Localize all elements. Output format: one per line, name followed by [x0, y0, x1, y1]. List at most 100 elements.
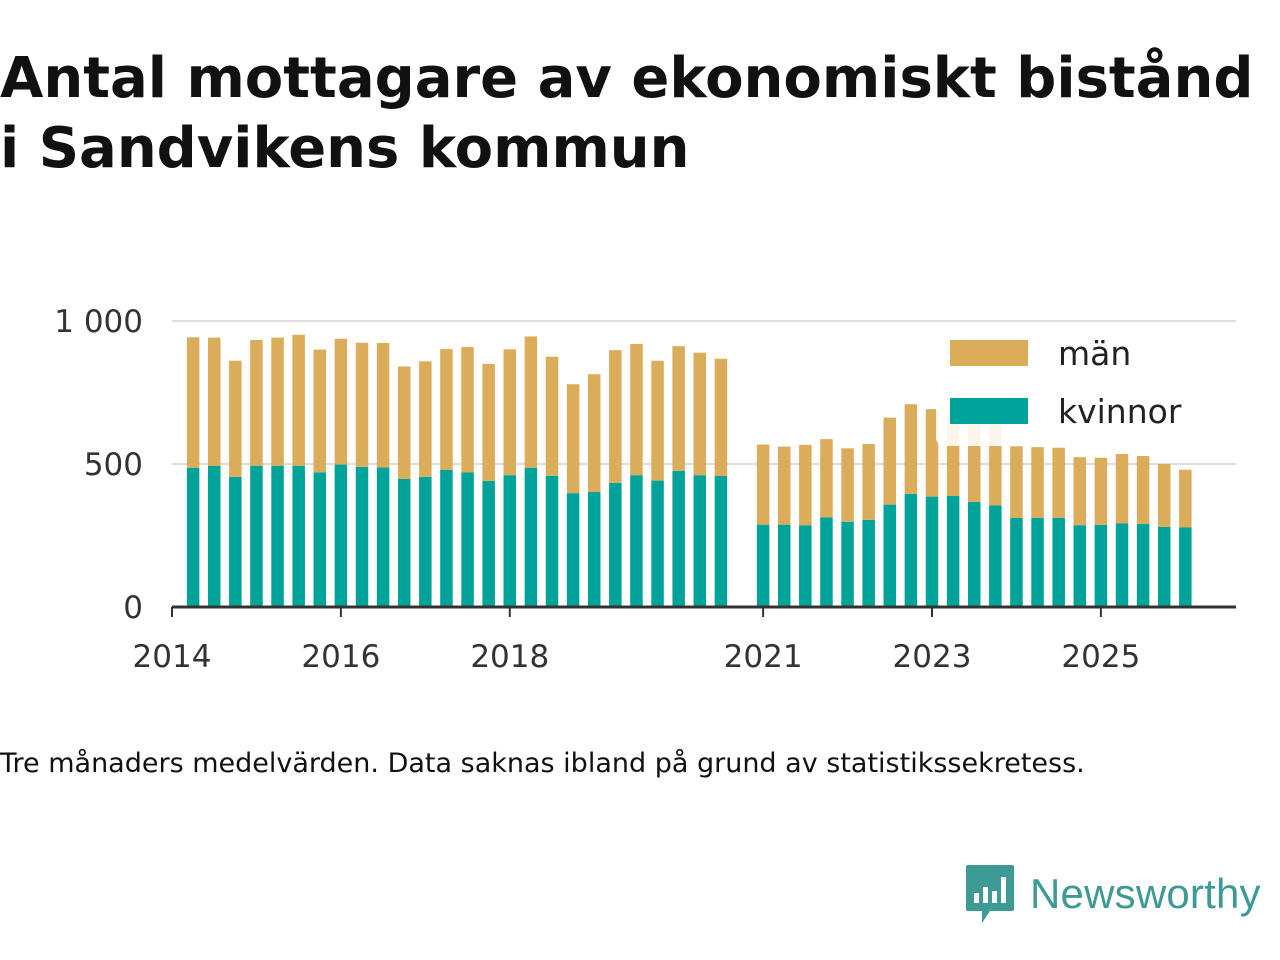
bar-man	[1157, 464, 1171, 527]
bar-man	[545, 356, 559, 476]
bar-kvinnor	[355, 466, 369, 607]
bar-man	[1179, 469, 1192, 528]
bar-man	[355, 342, 369, 467]
bar-kvinnor	[1010, 517, 1023, 607]
x-tick-label: 2023	[893, 639, 972, 675]
bar-kvinnor	[397, 478, 411, 607]
bar-man	[376, 343, 390, 468]
chart-title: Antal mottagare av ekonomiskt bistånd i …	[0, 46, 1254, 181]
bar-man	[904, 404, 918, 495]
bar-kvinnor	[862, 519, 875, 607]
bar-man	[313, 349, 327, 473]
bar-kvinnor	[1031, 517, 1044, 607]
bar-man	[524, 336, 538, 468]
bar-man	[820, 439, 833, 518]
bar-man	[672, 346, 685, 471]
y-tick-label: 0	[123, 590, 143, 626]
legend: män kvinnor	[936, 324, 1208, 446]
bar-man	[587, 374, 601, 493]
bar-man	[334, 338, 348, 465]
x-tick-label: 2025	[1061, 639, 1140, 675]
bar-man	[714, 358, 728, 477]
bar-kvinnor	[1179, 527, 1192, 607]
bar-kvinnor	[1157, 526, 1171, 607]
bar-kvinnor	[292, 465, 305, 607]
bar-man	[397, 366, 411, 479]
bar-kvinnor	[419, 476, 432, 607]
bar-kvinnor	[799, 525, 812, 607]
bar-kvinnor	[313, 472, 327, 607]
bar-man	[1094, 457, 1108, 525]
bar-man	[883, 417, 897, 505]
bar-kvinnor	[1115, 523, 1129, 607]
x-tick-label: 2021	[724, 639, 803, 675]
bar-kvinnor	[714, 476, 728, 607]
bar-kvinnor	[503, 475, 517, 607]
bar-kvinnor	[946, 496, 960, 607]
bar-man	[292, 334, 305, 466]
bar-man	[503, 349, 517, 476]
y-tick-label: 500	[84, 447, 143, 483]
bar-man	[566, 384, 580, 494]
bar-kvinnor	[630, 475, 643, 607]
bar-man	[630, 343, 643, 476]
bar-kvinnor	[1073, 525, 1087, 607]
bar-man	[461, 347, 474, 473]
bar-man	[419, 361, 432, 477]
bar-kvinnor	[207, 466, 221, 607]
chart-caption: Tre månaders medelvärden. Data saknas ib…	[0, 748, 1085, 779]
bar-man	[186, 337, 200, 468]
bar-man	[250, 339, 263, 466]
bar-kvinnor	[376, 467, 390, 607]
newsworthy-logo[interactable]: Newsworthy	[964, 862, 1261, 926]
bar-kvinnor	[841, 521, 854, 607]
bar-kvinnor	[229, 476, 242, 607]
bar-kvinnor	[967, 502, 981, 607]
bar-kvinnor	[334, 464, 348, 607]
x-tick-label: 2014	[133, 639, 212, 675]
bar-man	[1010, 446, 1023, 518]
bar-man	[229, 360, 242, 477]
bar-kvinnor	[1052, 517, 1065, 607]
legend-swatch	[950, 398, 1028, 424]
bar-man	[271, 337, 284, 466]
bar-kvinnor	[693, 475, 707, 607]
x-tick-label: 2016	[301, 639, 380, 675]
bar-man	[440, 349, 453, 470]
bar-man	[756, 444, 770, 525]
bar-kvinnor	[820, 517, 833, 607]
bar-kvinnor	[566, 493, 580, 607]
bar-kvinnor	[545, 475, 559, 607]
bar-man	[799, 444, 812, 526]
bar-man	[777, 446, 791, 525]
legend-swatch	[950, 340, 1028, 366]
bar-man	[609, 350, 622, 483]
axes: 0 500 1 000 2014 2016 2018 2021 2023 2025	[54, 304, 1236, 675]
brand-name: Newsworthy	[1030, 870, 1261, 917]
bar-kvinnor	[989, 505, 1002, 607]
bar-kvinnor	[1136, 524, 1150, 607]
bar-man	[841, 448, 854, 522]
bar-kvinnor	[651, 480, 664, 607]
legend-label: män	[1058, 334, 1131, 373]
bar-kvinnor	[186, 467, 200, 607]
bar-kvinnor	[250, 465, 263, 607]
bar-kvinnor	[756, 524, 770, 607]
bar-chart-speech-bubble-icon	[966, 865, 1014, 923]
bar-kvinnor	[777, 524, 791, 607]
bar-man	[1115, 453, 1129, 524]
x-tick-label: 2018	[470, 639, 549, 675]
bar-man	[1073, 457, 1087, 526]
bar-man	[1136, 455, 1150, 525]
bar-man	[207, 337, 221, 467]
bar-kvinnor	[271, 465, 284, 607]
bar-kvinnor	[1094, 524, 1108, 607]
bar-kvinnor	[461, 472, 474, 607]
bar-man	[651, 360, 664, 481]
bar-kvinnor	[587, 492, 601, 607]
bar-kvinnor	[672, 470, 685, 607]
bar-kvinnor	[524, 467, 538, 607]
bar-man	[1052, 447, 1065, 518]
bar-kvinnor	[482, 480, 495, 607]
